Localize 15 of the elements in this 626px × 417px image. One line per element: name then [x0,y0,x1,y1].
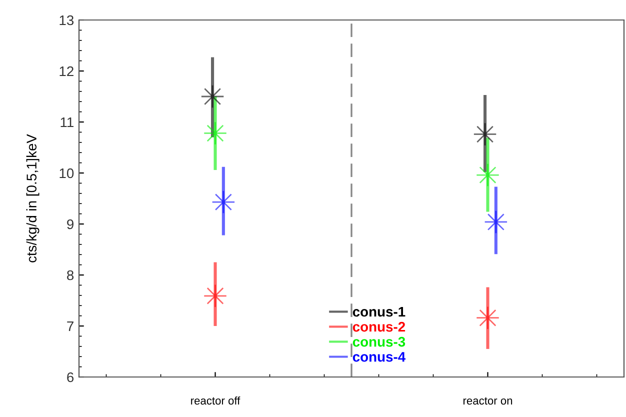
legend-label: conus-3 [352,336,406,347]
legend-label: conus-4 [352,352,406,362]
y-tick-label: 7 [67,321,74,332]
legend-label: conus-1 [352,306,406,317]
y-tick-label: 6 [67,372,74,382]
x-tick-label: reactor off [191,396,240,405]
y-tick-label: 12 [60,66,74,76]
y-axis-title: cts/kg/d in [0.5,1]keV [26,134,40,262]
y-tick-label: 9 [67,219,74,230]
y-tick-label: 10 [60,168,74,178]
y-tick-label: 13 [60,15,74,26]
legend-label: conus-2 [352,322,406,332]
y-tick-label: 8 [67,270,74,280]
y-tick-label: 11 [60,117,74,128]
x-tick-label: reactor on [463,397,512,405]
